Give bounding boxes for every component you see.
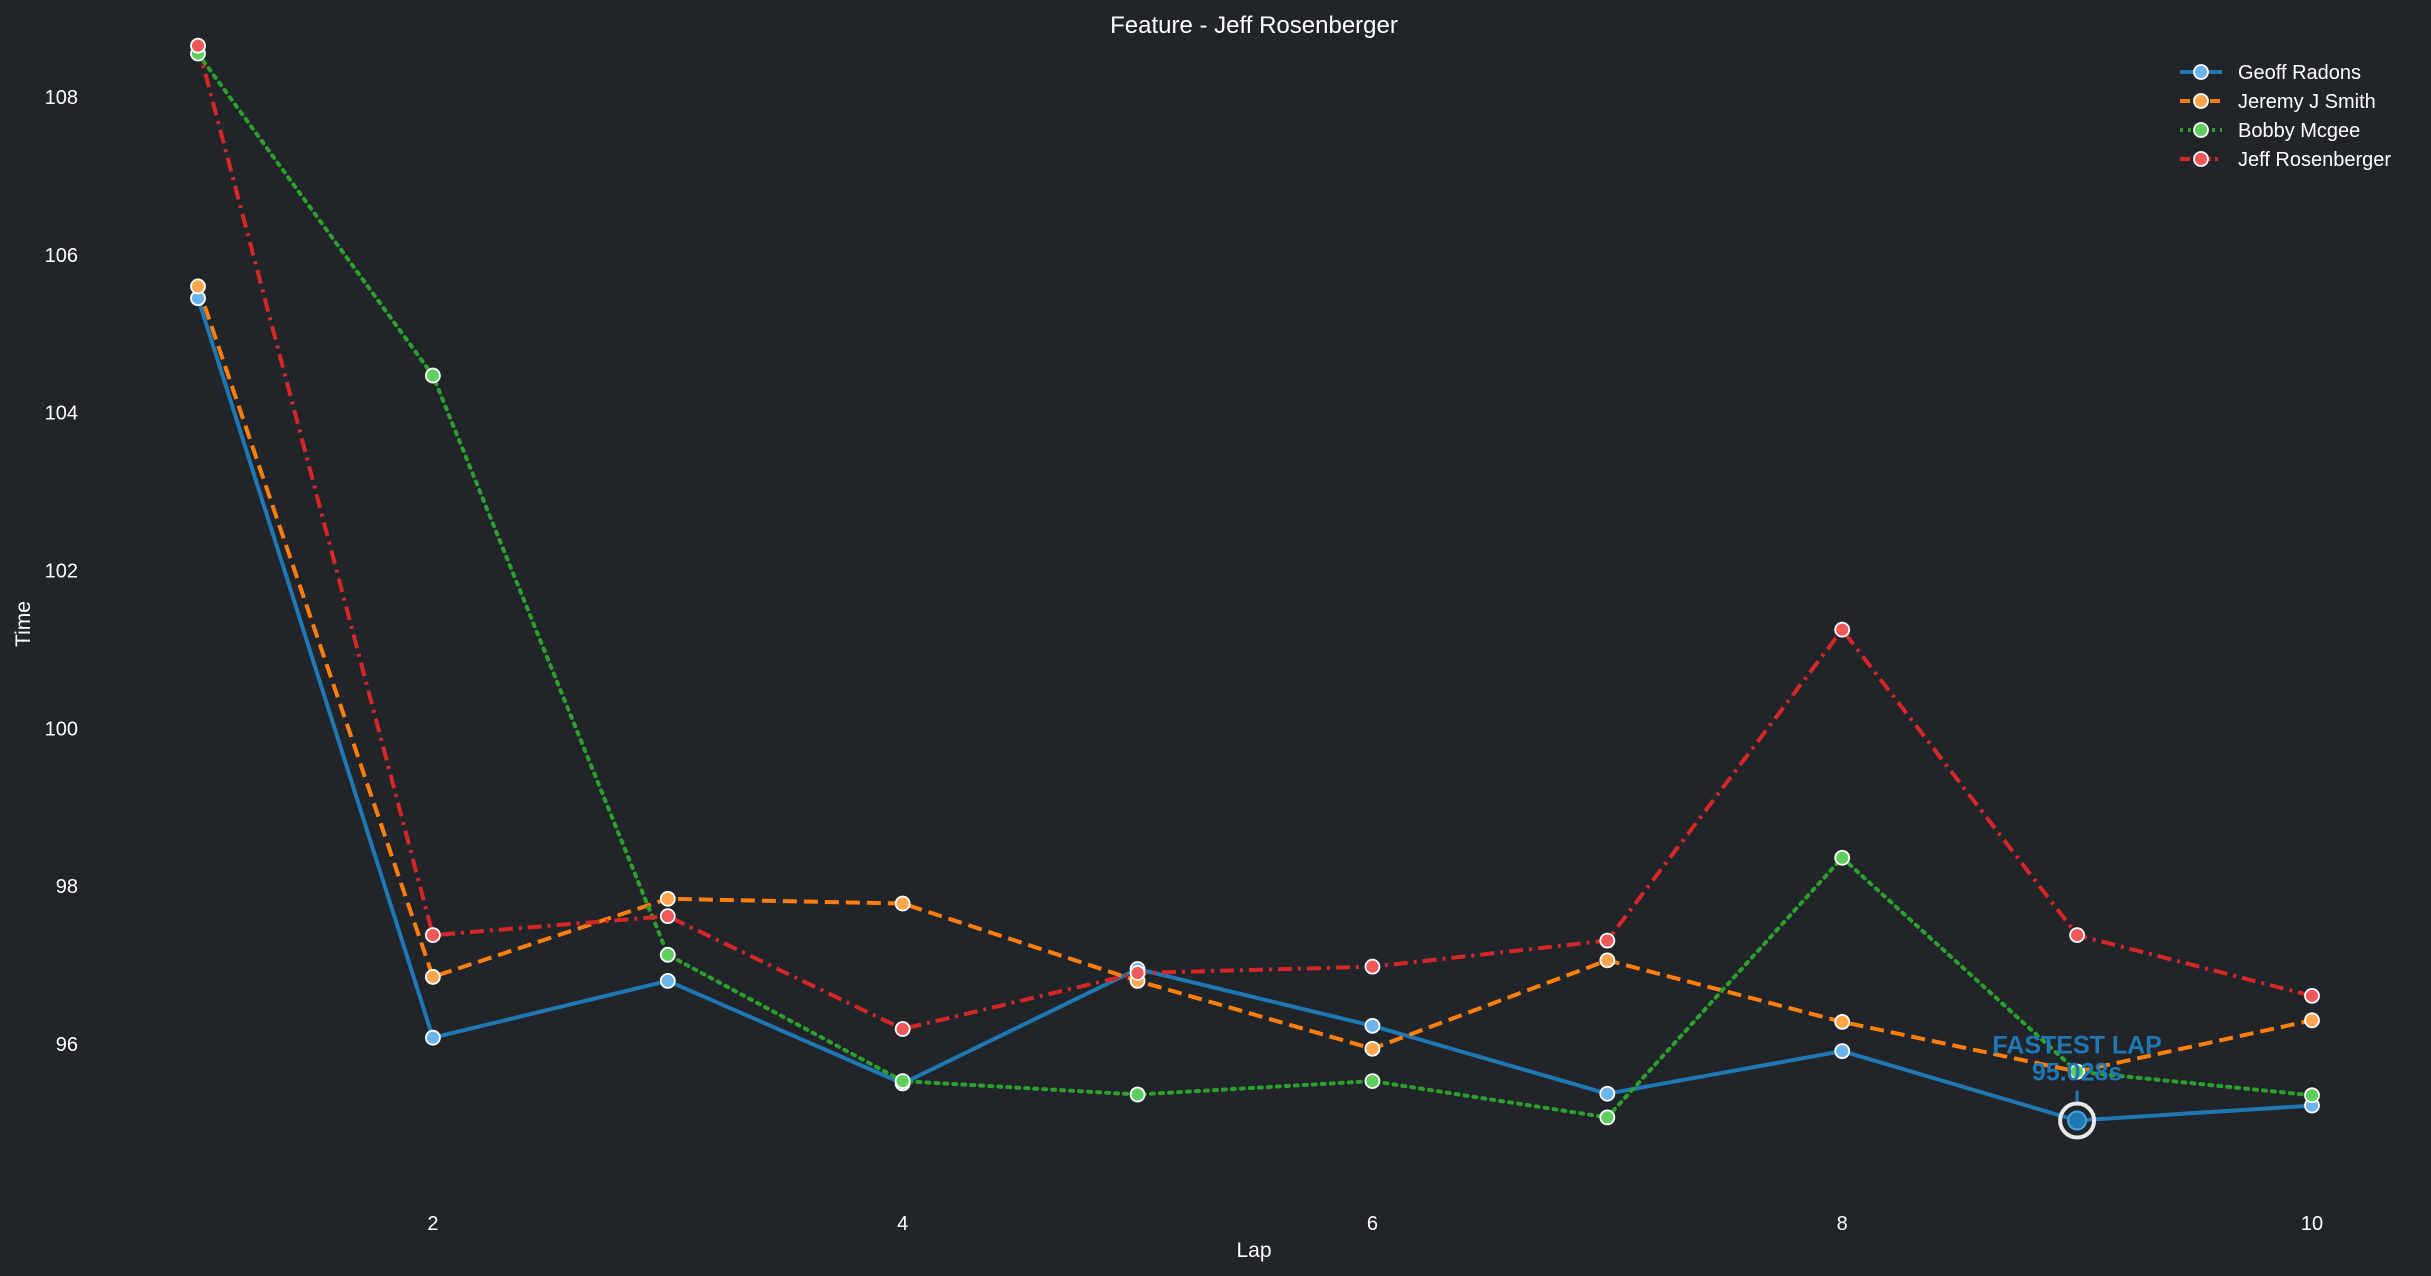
data-point	[2069, 927, 2086, 943]
data-point	[2304, 1012, 2320, 1029]
data-point	[659, 946, 676, 963]
data-point	[2304, 987, 2320, 1004]
series-line-1	[196, 285, 2313, 1074]
annotation-center	[2067, 1110, 2088, 1131]
x-tick-label: 6	[1367, 1213, 1378, 1235]
annotation-value: 95.028s	[2032, 1059, 2122, 1087]
data-point	[424, 367, 441, 384]
legend-marker	[2193, 64, 2209, 80]
series-line-0	[196, 297, 2313, 1123]
series-lines	[196, 45, 2314, 1123]
y-axis-ticks: 96 98 100 102 104 106 108	[45, 87, 78, 1056]
x-tick-label: 8	[1837, 1213, 1848, 1235]
y-tick-label: 106	[45, 245, 78, 267]
series-line-3	[196, 45, 2313, 1031]
data-point	[1599, 932, 1616, 949]
data-point	[659, 972, 676, 989]
data-point	[1129, 965, 1146, 981]
x-axis-label: Lap	[1236, 1239, 1271, 1262]
legend-item: Geoff Radons	[2180, 62, 2361, 84]
legend-label: Bobby Mcgee	[2238, 120, 2360, 142]
data-point	[659, 908, 676, 925]
data-point	[1364, 958, 1381, 975]
data-point	[1364, 1040, 1381, 1057]
data-point	[424, 969, 441, 985]
legend-item: Jeff Rosenberger	[2180, 149, 2391, 171]
chart-title: Feature - Jeff Rosenberger	[1110, 12, 1398, 39]
data-point	[659, 890, 676, 907]
x-axis-ticks: 2 4 6 8 10	[427, 1213, 2323, 1235]
annotation-label: FASTEST LAP	[1992, 1032, 2161, 1060]
data-point	[1834, 621, 1851, 638]
data-point	[1364, 1017, 1381, 1034]
data-point	[1834, 1014, 1851, 1030]
series-line-2	[196, 51, 2314, 1120]
legend-label: Jeff Rosenberger	[2238, 149, 2391, 171]
annotation-ring	[2058, 1101, 2097, 1140]
y-tick-label: 98	[56, 876, 78, 898]
legend-item: Bobby Mcgee	[2180, 120, 2360, 142]
y-axis-label: Time	[12, 601, 35, 647]
data-point	[1834, 849, 1851, 866]
data-point	[190, 278, 206, 295]
legend-label: Geoff Radons	[2238, 62, 2361, 84]
data-point	[2304, 1087, 2320, 1104]
data-point	[1834, 1043, 1851, 1060]
data-point	[424, 1029, 441, 1046]
y-tick-label: 100	[45, 718, 78, 740]
data-point	[190, 37, 206, 54]
y-tick-label: 96	[56, 1034, 78, 1056]
legend: Geoff Radons Jeremy J Smith Bobby Mcgee Jef…	[2180, 62, 2391, 171]
data-point	[1129, 1086, 1146, 1103]
data-point	[1599, 952, 1616, 969]
y-tick-label: 104	[45, 403, 78, 425]
series-markers	[190, 37, 2320, 1129]
y-tick-label: 108	[45, 87, 78, 109]
data-point	[424, 927, 441, 943]
data-point	[1599, 1109, 1616, 1126]
legend-label: Jeremy J Smith	[2238, 91, 2376, 113]
y-tick-label: 102	[45, 561, 78, 583]
data-point	[894, 1021, 911, 1037]
data-point	[894, 895, 911, 912]
data-point	[894, 1073, 911, 1089]
legend-item: Jeremy J Smith	[2180, 91, 2376, 113]
data-point	[1364, 1073, 1381, 1089]
data-point	[2069, 1063, 2086, 1080]
data-point	[1599, 1085, 1616, 1102]
x-tick-label: 10	[2301, 1213, 2323, 1235]
legend-marker	[2193, 93, 2209, 109]
legend-marker	[2193, 122, 2209, 138]
legend-marker	[2193, 151, 2209, 167]
x-tick-label: 4	[897, 1213, 908, 1235]
x-tick-label: 2	[427, 1213, 438, 1235]
